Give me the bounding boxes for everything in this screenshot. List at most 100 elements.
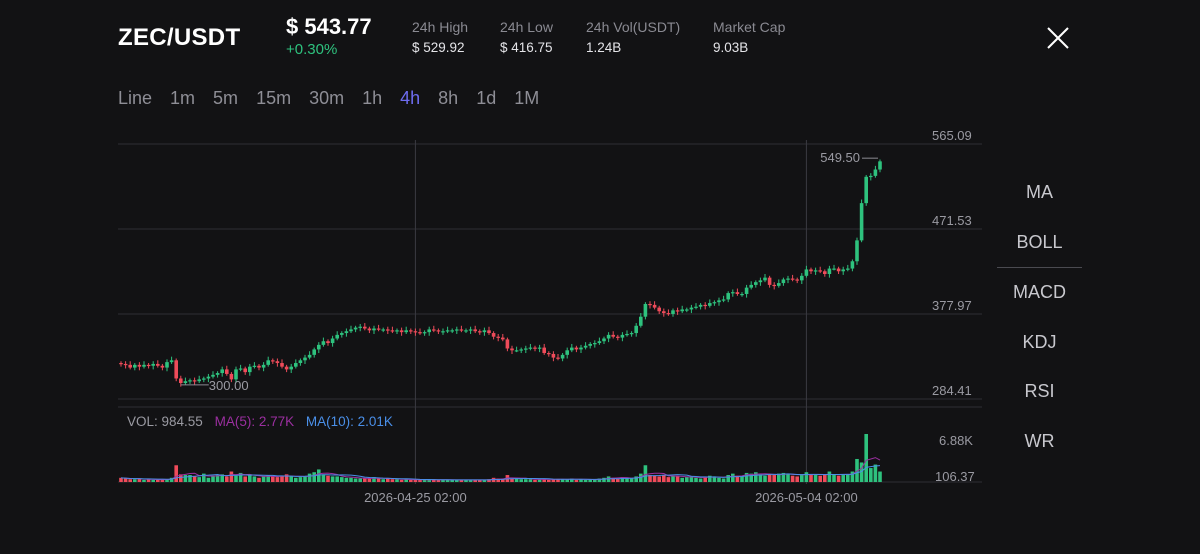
volume-bar (878, 471, 882, 482)
candle (146, 364, 151, 367)
tab-30m[interactable]: 30m (309, 88, 345, 108)
price-axis-label: 471.53 (932, 213, 972, 228)
volume-bar (243, 476, 247, 482)
candle (344, 331, 349, 334)
volume-bar (280, 475, 284, 482)
candle (303, 357, 307, 361)
volume-value: VOL: 984.55 (127, 414, 203, 429)
volume-bar (772, 475, 776, 482)
candle (220, 369, 224, 374)
close-button[interactable] (1044, 24, 1072, 52)
tab-4h[interactable]: 4h (400, 88, 421, 108)
candle (836, 268, 841, 272)
candle (225, 369, 229, 374)
volume-bar (459, 479, 464, 482)
candle (330, 338, 335, 344)
indicator-boll[interactable]: BOLL (1016, 231, 1063, 252)
candle (574, 347, 579, 350)
volume-bar (215, 475, 220, 482)
volume-bar (524, 479, 528, 482)
candle (238, 368, 243, 370)
tab-line[interactable]: Line (118, 88, 153, 108)
candle (505, 339, 510, 349)
tab-8h[interactable]: 8h (438, 88, 459, 108)
candle (413, 331, 418, 333)
volume-bar (542, 478, 546, 482)
candle (326, 341, 330, 344)
candle (266, 360, 270, 365)
indicator-rsi[interactable]: RSI (1024, 381, 1055, 402)
indicator-wr[interactable]: WR (1024, 430, 1055, 451)
volume-bar (818, 475, 822, 482)
volume-ma5: MA(5): 2.77K (214, 414, 295, 429)
indicator-kdj[interactable]: KDJ (1022, 331, 1057, 352)
volume-bar (257, 477, 261, 482)
candle (514, 350, 519, 352)
tab-5m[interactable]: 5m (213, 88, 239, 108)
volume-bar (450, 479, 454, 482)
volume-bar (859, 462, 864, 482)
candle (206, 376, 211, 379)
volume-bar (864, 434, 868, 482)
stat-24h-volume: 24h Vol(USDT) 1.24B (586, 19, 680, 55)
volume-bar (620, 477, 625, 482)
candle (312, 349, 316, 355)
stat-value: $ 416.75 (500, 40, 553, 55)
volume-bar (156, 479, 160, 482)
stat-value: $ 529.92 (412, 40, 465, 55)
candle (441, 331, 445, 333)
candle (666, 313, 671, 315)
volume-bar (593, 479, 597, 482)
candle (133, 364, 137, 368)
candle (873, 169, 878, 176)
candle (629, 333, 634, 335)
volume-bar (836, 475, 841, 482)
candle (643, 303, 648, 317)
tab-1m[interactable]: 1m (170, 88, 196, 108)
volume-bar (478, 479, 482, 482)
candle (284, 366, 289, 370)
candle (588, 343, 592, 346)
tab-1M[interactable]: 1M (514, 88, 540, 108)
volume-bar (731, 473, 735, 482)
volume-bar (427, 479, 431, 482)
candle (754, 282, 758, 285)
candle (648, 303, 652, 306)
volume-bar (307, 473, 312, 482)
candle (528, 347, 533, 349)
volume-bar (680, 477, 684, 482)
volume-bar (303, 476, 307, 482)
candle (639, 316, 643, 326)
candle (685, 309, 689, 311)
volume-bar (809, 474, 813, 482)
candle (409, 330, 413, 332)
candle (275, 361, 280, 364)
tab-15m[interactable]: 15m (256, 88, 292, 108)
candle (689, 307, 694, 310)
indicator-divider (997, 267, 1082, 269)
max-price-label: 549.50 (820, 150, 860, 165)
volume-bar (786, 474, 790, 482)
volume-bar (588, 479, 592, 482)
tab-1h[interactable]: 1h (362, 88, 383, 108)
volume-axis-label: 6.88K (939, 433, 973, 448)
candle (790, 278, 795, 280)
volume-bar (652, 475, 657, 482)
volume-info: VOL: 984.55 MA(5): 2.77K MA(10): 2.01K (127, 414, 401, 429)
candle (243, 368, 247, 373)
indicator-ma[interactable]: MA (1026, 182, 1053, 202)
candle (169, 360, 174, 363)
volume-bar (248, 475, 252, 482)
tab-1d[interactable]: 1d (476, 88, 497, 108)
volume-bar (685, 477, 689, 482)
candle (533, 347, 537, 349)
stat-label: 24h Vol(USDT) (586, 19, 681, 35)
indicator-macd[interactable]: MACD (1013, 282, 1066, 303)
candle (248, 366, 252, 373)
volume-bar (432, 479, 436, 482)
candle (864, 176, 868, 204)
candle (317, 344, 321, 350)
volume-bar (496, 478, 500, 482)
indicator-panel: MA BOLL MACD KDJ RSI WR (997, 168, 1082, 467)
